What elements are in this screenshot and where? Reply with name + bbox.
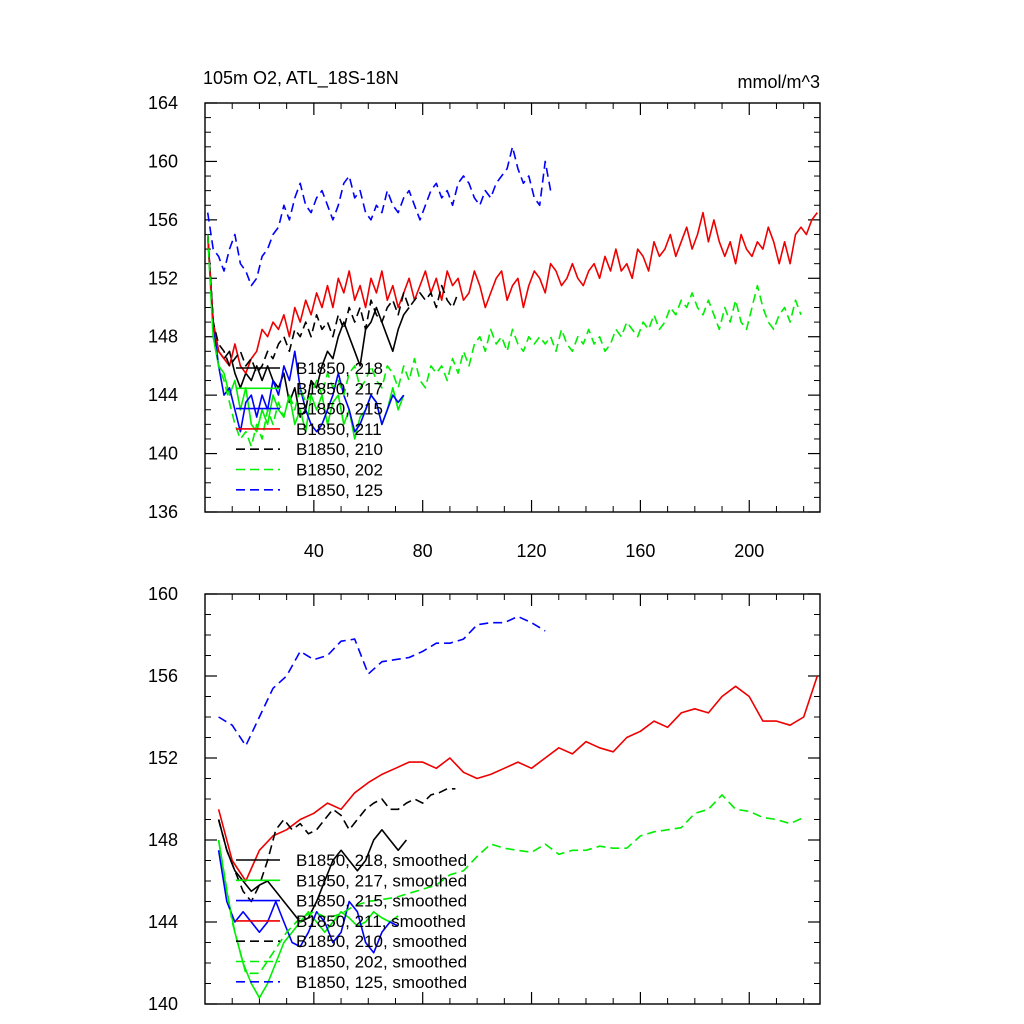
legend-label: B1850, 217, smoothed bbox=[296, 871, 467, 890]
series-line-1 bbox=[217, 839, 399, 999]
top-axes: 40 80 120 160 200 136 140 144 148 152 156 160 164 bbox=[148, 93, 821, 561]
top-series-lines bbox=[206, 146, 818, 448]
panel-top-chart: 105m O2, ATL_18S-18N mmol/m^3 40 80 120 160… bbox=[148, 68, 821, 561]
x-tick-label: 200 bbox=[734, 541, 764, 561]
y-tick-label: 144 bbox=[148, 385, 178, 405]
legend-label: B1850, 218, smoothed bbox=[296, 851, 467, 870]
y-tick-label: 152 bbox=[148, 748, 178, 768]
y-tick-label: 164 bbox=[148, 93, 178, 113]
legend-label: B1850, 215 bbox=[296, 400, 383, 419]
legend-label: B1850, 210, smoothed bbox=[296, 932, 467, 951]
units-label: mmol/m^3 bbox=[738, 72, 820, 92]
series-line-3 bbox=[217, 675, 819, 882]
x-tick-label: 120 bbox=[517, 541, 547, 561]
series-line-2 bbox=[217, 850, 399, 954]
series-line-0 bbox=[217, 819, 408, 923]
y-tick-label: 156 bbox=[148, 210, 178, 230]
legend-label: B1850, 210 bbox=[296, 440, 383, 459]
series-line-0 bbox=[206, 234, 410, 418]
legend-label: B1850, 125, smoothed bbox=[296, 973, 467, 992]
legend-label: B1850, 125 bbox=[296, 481, 383, 500]
legend-label: B1850, 215, smoothed bbox=[296, 892, 467, 911]
series-line-2 bbox=[206, 234, 405, 433]
legend-label: B1850, 202 bbox=[296, 461, 383, 480]
y-tick-label: 160 bbox=[148, 584, 178, 604]
x-tick-label: 160 bbox=[625, 541, 655, 561]
y-tick-label: 160 bbox=[148, 151, 178, 171]
chart-title: 105m O2, ATL_18S-18N bbox=[203, 68, 399, 89]
series-line-6 bbox=[206, 146, 552, 287]
x-tick-label: 80 bbox=[413, 541, 433, 561]
series-line-3 bbox=[206, 211, 818, 375]
y-tick-label: 148 bbox=[148, 327, 178, 347]
legend-label: B1850, 211, smoothed bbox=[296, 912, 466, 931]
x-tick-label: 40 bbox=[304, 541, 324, 561]
legend-label: B1850, 202, smoothed bbox=[296, 953, 467, 972]
y-tick-label: 140 bbox=[148, 994, 178, 1014]
y-tick-label: 136 bbox=[148, 502, 178, 522]
legend-label: B1850, 218 bbox=[296, 359, 383, 378]
series-line-4 bbox=[217, 787, 456, 903]
series-line-5 bbox=[217, 794, 805, 975]
legend-label: B1850, 211 bbox=[296, 420, 382, 439]
legend-label: B1850, 217 bbox=[296, 379, 383, 398]
bottom-axes: 140 144 148 152 156 160 bbox=[148, 584, 821, 1014]
y-tick-label: 156 bbox=[148, 666, 178, 686]
bottom-series-lines bbox=[217, 615, 819, 999]
y-tick-label: 152 bbox=[148, 268, 178, 288]
y-tick-label: 144 bbox=[148, 912, 178, 932]
y-tick-label: 140 bbox=[148, 444, 178, 464]
series-line-5 bbox=[206, 234, 802, 448]
series-line-4 bbox=[206, 234, 459, 375]
y-tick-label: 148 bbox=[148, 830, 178, 850]
series-line-6 bbox=[218, 615, 546, 747]
